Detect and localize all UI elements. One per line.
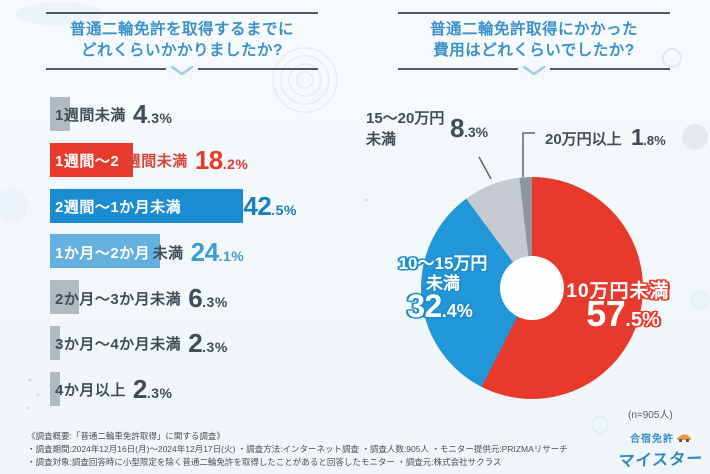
bar [50, 325, 61, 360]
slice-label-150-200k: 15〜20万円 未満 [366, 110, 445, 148]
brand-logo: 合宿免許 マイスター [614, 430, 708, 474]
slice-value-under-100k: 57.5% [586, 293, 660, 334]
bar-label-on: 2週間〜1か月未満 [55, 198, 182, 216]
logo-line2: マイスター [618, 450, 704, 471]
slice-label-over-200k: 20万円以上 [545, 131, 622, 148]
left-chart-title: 普通二輪免許を取得するまでに どれくらいかかりましたか? [46, 12, 318, 76]
chevron-down-icon [518, 65, 550, 76]
bar-percentage: 2.3% [188, 328, 228, 359]
left-chart-title-line2: どれくらいかかりましたか? [81, 42, 283, 59]
bar [50, 234, 160, 269]
chevron-down-icon [166, 65, 198, 76]
right-chart-title-line2: 費用はどれくらいでしたか? [433, 42, 635, 59]
bar [50, 142, 133, 177]
left-chart-title-line1: 普通二輪免許を取得するまでに [69, 21, 294, 38]
bar-label-on: 1か月〜2か月 [55, 244, 151, 262]
duration-bar-chart: 1週間未満 4.3% 1週間〜2 週間未満 18.2% 2週間〜1か月未満 42.5% 1か月… [50, 92, 355, 413]
bar-row-1か月〜2か月未満: 1か月〜2か月 未満 24.1% [50, 229, 355, 275]
bar-percentage: 24.1% [190, 236, 245, 267]
bar-percentage: 2.3% [132, 374, 173, 405]
bar-percentage: 42.5% [243, 190, 297, 221]
bar-label-line: 1週間〜2 週間未満 18.2% [55, 138, 248, 184]
bar [50, 188, 244, 223]
bar-label-off: 1週間未満 [55, 107, 126, 125]
bar-label-line: 3か月〜4か月未満 2.3% [55, 321, 228, 367]
bar-row-2週間〜1か月未満: 2週間〜1か月未満 42.5% [50, 184, 355, 230]
bar-label-on: 1週間〜2 [55, 153, 120, 171]
bar-row-1週間未満: 1週間未満 4.3% [50, 92, 355, 138]
bar-row-1週間〜2週間未満: 1週間〜2 週間未満 18.2% [50, 138, 355, 184]
slice-label-100-150k-line1: 10〜15万円 [398, 254, 488, 273]
bar-row-2か月〜3か月未満: 2か月〜3か月未満 6.3% [50, 275, 355, 321]
bar-label-line: 2か月〜3か月未満 6.3% [55, 275, 228, 321]
bar-label-off: 週間未満 [125, 153, 188, 171]
bar-label-line: 1週間未満 4.3% [55, 92, 172, 138]
slice-label-100-150k-line2: 未満 [426, 274, 460, 293]
bar-label-off: 3か月〜4か月未満 [55, 336, 182, 354]
donut-hole [500, 256, 564, 320]
slice-label-under-100k: 10万円未満 [566, 281, 670, 302]
right-chart-title-line1: 普通二輪免許取得にかかった [429, 21, 638, 38]
bar-label-off: 2か月〜3か月未満 [55, 290, 182, 308]
bar-percentage: 4.3% [132, 99, 173, 130]
survey-overview: 《調査概要:「普通二輪車免許取得」に関する調査》 [27, 431, 225, 441]
slice-value-over-200k: 1.8% [631, 124, 666, 150]
logo-line1: 合宿免許 [614, 430, 708, 445]
bar-label-off: 4か月以上 [55, 382, 126, 400]
bar-percentage: 18.2% [194, 145, 249, 176]
slice-value-150-200k: 8.3% [450, 113, 489, 143]
bar-percentage: 6.3% [188, 282, 228, 313]
bar [50, 371, 61, 406]
car-icon [677, 434, 691, 442]
slice-value-100-150k: 32.4% [407, 288, 473, 324]
bar-label-off: 未満 [152, 244, 184, 262]
bar-label-line: 1か月〜2か月 未満 24.1% [55, 229, 244, 275]
bar-label-line: 4か月以上 2.3% [55, 367, 172, 413]
bar-row-4か月以上: 4か月以上 2.3% [50, 367, 355, 413]
sample-size-note: (n=905人) [628, 410, 673, 421]
survey-period-method: ・調査期間:2024年12月16日(月)〜2024年12月17日(火) ・調査方… [27, 444, 568, 454]
bar-row-3か月〜4か月未満: 3か月〜4か月未満 2.3% [50, 321, 355, 367]
right-chart-title: 普通二輪免許取得にかかった 費用はどれくらいでしたか? [398, 12, 670, 76]
survey-target-source: ・調査対象:調査回答時に小型限定を除く普通二輪免許を取得したことがあると回答した… [27, 457, 502, 467]
bar [50, 280, 79, 315]
survey-details: 《調査概要:「普通二輪車免許取得」に関する調査》 ・調査期間:2024年12月1… [27, 430, 627, 469]
bar-label-line: 2週間〜1か月未満 42.5% [55, 184, 297, 230]
bar [50, 97, 70, 131]
